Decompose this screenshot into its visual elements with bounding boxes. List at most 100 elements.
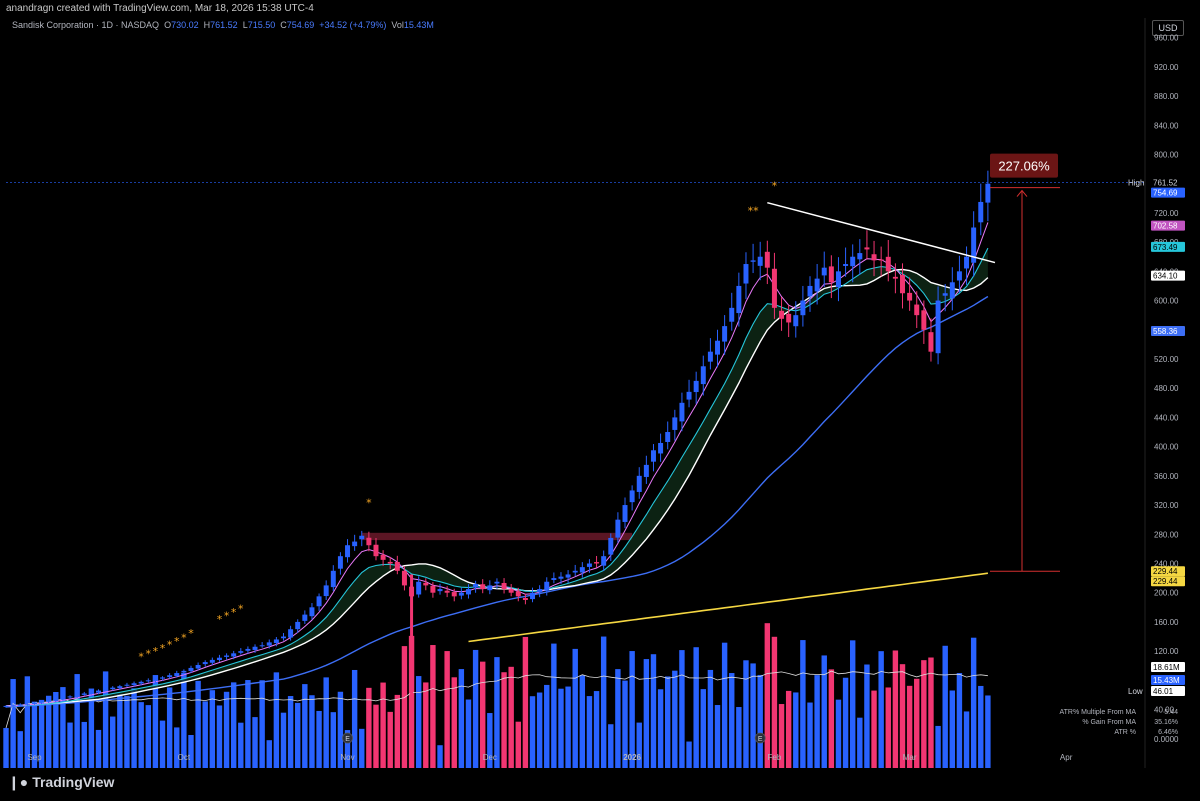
price-tag-box	[1151, 270, 1185, 281]
candle-body	[807, 285, 813, 297]
candle-body	[245, 648, 251, 651]
candle-body	[921, 310, 927, 330]
candle-body	[956, 271, 962, 281]
candle-body	[928, 332, 934, 352]
candle-body	[160, 677, 166, 679]
volume-bar	[38, 699, 45, 768]
candle-body	[622, 505, 628, 522]
volume-bar	[757, 674, 763, 768]
y-tick-label: 120.00	[1154, 647, 1179, 656]
volume-bar	[181, 672, 187, 768]
candle-body	[707, 351, 713, 362]
price-chart[interactable]: 227.06%* * * * * * * ** * * *****E E 960.00920.0088…	[0, 0, 1200, 768]
tradingview-logo[interactable]: ❙● TradingView	[8, 774, 114, 791]
volume-bar	[444, 651, 450, 768]
volume-bar	[693, 647, 699, 768]
x-tick-label: Oct	[178, 753, 191, 762]
candle-body	[800, 300, 806, 316]
candle-body	[302, 614, 308, 621]
candle-body	[729, 307, 735, 322]
candle-body	[779, 310, 785, 319]
volume-bar	[892, 650, 899, 768]
candle-body	[814, 278, 820, 292]
candle-body	[857, 253, 863, 260]
volume-bar	[700, 689, 706, 768]
candle-body	[458, 592, 464, 596]
candle-body	[850, 256, 856, 267]
x-tick-label: Sep	[27, 753, 42, 762]
volume-pane	[3, 623, 991, 768]
price-tag-text: 673.49	[1153, 243, 1178, 252]
candle-body	[24, 703, 30, 705]
volume-bar	[245, 680, 251, 768]
volume-bar	[544, 684, 550, 768]
candle-body	[145, 680, 151, 682]
price-tag-text: 702.58	[1153, 222, 1178, 231]
volume-bar	[764, 623, 771, 768]
candle-body	[643, 464, 649, 477]
candle-body	[181, 670, 187, 673]
volume-bar	[800, 640, 806, 768]
volume-bar	[536, 692, 543, 768]
star-marker: *	[174, 635, 180, 648]
candle-body	[124, 684, 130, 686]
open-label: O	[164, 20, 172, 30]
price-tag-text: 634.10	[1153, 272, 1178, 281]
measure-label-text: 227.06%	[998, 159, 1050, 174]
price-tag-box	[1151, 177, 1185, 188]
candle-body	[188, 667, 194, 671]
price-tag-text: 46.01	[1153, 687, 1174, 696]
volume-bar	[864, 664, 870, 768]
volume-bar	[743, 660, 749, 768]
volume-value: 15.43M	[403, 20, 434, 30]
candle-body	[942, 293, 948, 296]
volume-bar	[586, 696, 593, 768]
volume-bar	[45, 695, 52, 768]
currency-selector[interactable]: USD	[1152, 20, 1184, 36]
price-tag-text: 754.69	[1153, 189, 1178, 198]
low-label: L	[242, 20, 248, 30]
volume-bar	[323, 677, 329, 768]
candle-body	[3, 705, 9, 707]
candle-body	[323, 585, 329, 597]
volume-bar	[807, 702, 813, 768]
candle-body	[821, 267, 827, 276]
candle-body	[892, 276, 898, 279]
volume-bar	[81, 721, 87, 768]
volume-bar	[963, 711, 970, 768]
candle-body	[174, 673, 180, 677]
base-range-box	[361, 532, 633, 541]
candle-body	[871, 254, 877, 261]
star-marker: *	[153, 645, 159, 658]
candle-body	[280, 636, 286, 639]
volume-bar	[287, 696, 294, 768]
volume-bar	[259, 680, 265, 768]
candle-body	[629, 490, 635, 503]
volume-bar	[487, 713, 493, 768]
candle-body	[757, 256, 763, 266]
candle-body	[352, 541, 358, 547]
moving-averages	[5, 222, 989, 708]
stats-table: ATR% Multiple From MA 5.44 % Gain From MA 3…	[1018, 708, 1179, 738]
candle-body	[949, 282, 955, 299]
volume-bar	[465, 699, 472, 768]
y-tick-label: 880.00	[1154, 92, 1179, 101]
volume-bar	[24, 676, 31, 768]
candle-body	[530, 592, 536, 600]
candle-body	[473, 583, 479, 588]
volume-bar	[835, 699, 842, 768]
stats-row: ATR % 6.46%	[1018, 728, 1178, 738]
candle-body	[835, 271, 841, 288]
y-tick-label: 520.00	[1154, 355, 1179, 364]
y-tick-label: 0.0000	[1154, 735, 1179, 744]
candle-body	[650, 450, 656, 462]
star-marker: **	[748, 204, 760, 217]
candle-body	[138, 681, 144, 684]
volume-bar	[928, 657, 934, 768]
volume-bar	[679, 650, 685, 768]
candle-body	[67, 696, 73, 698]
candle-body	[508, 589, 514, 593]
volume-bar	[110, 716, 116, 768]
candle-body	[636, 475, 642, 492]
y-tick-label: 200.00	[1154, 589, 1179, 598]
